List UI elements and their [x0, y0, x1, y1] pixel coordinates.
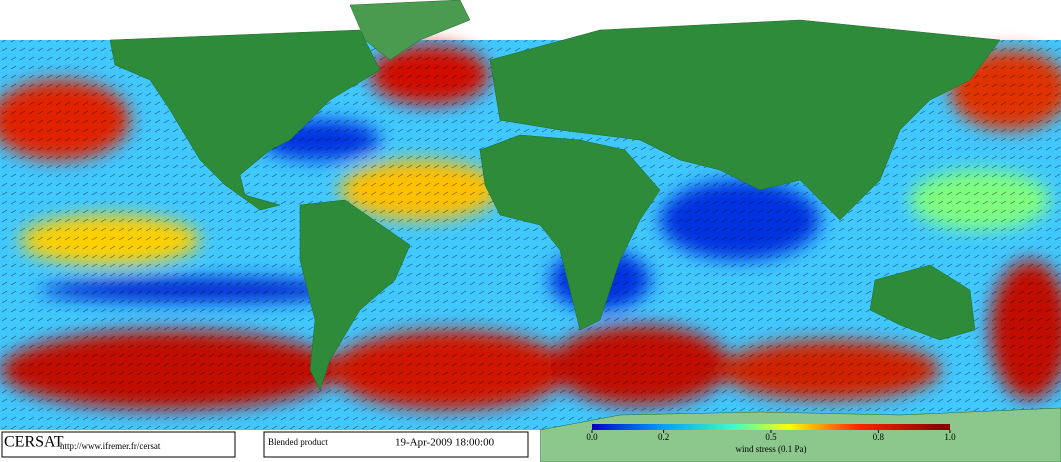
colorbar-tick-label: 0.0	[586, 432, 598, 442]
product: Blended product	[268, 437, 328, 447]
colorbar-tick-label: 0.5	[765, 432, 777, 442]
product-box	[263, 431, 529, 458]
colorbar-tick-label: 1.0	[944, 432, 956, 442]
footer: CERSAT http://www.ifremer.fr/cersat Blen…	[0, 424, 956, 462]
colorbar-label: wind stress (0.1 Pa)	[736, 444, 807, 454]
date: 19-Apr-2009 18:00:00	[395, 437, 495, 449]
url: http://www.ifremer.fr/cersat	[60, 441, 161, 451]
colorbar	[592, 424, 950, 430]
land	[109, 0, 1061, 462]
colorbar-tick-label: 0.8	[873, 432, 885, 442]
logo: CERSAT	[4, 434, 64, 451]
logo-box	[1, 431, 236, 458]
colorbar-tick-label: 0.2	[658, 432, 669, 442]
colorbar-ticks: 0.0 0.2 0.5 0.8 1.0	[586, 430, 956, 442]
